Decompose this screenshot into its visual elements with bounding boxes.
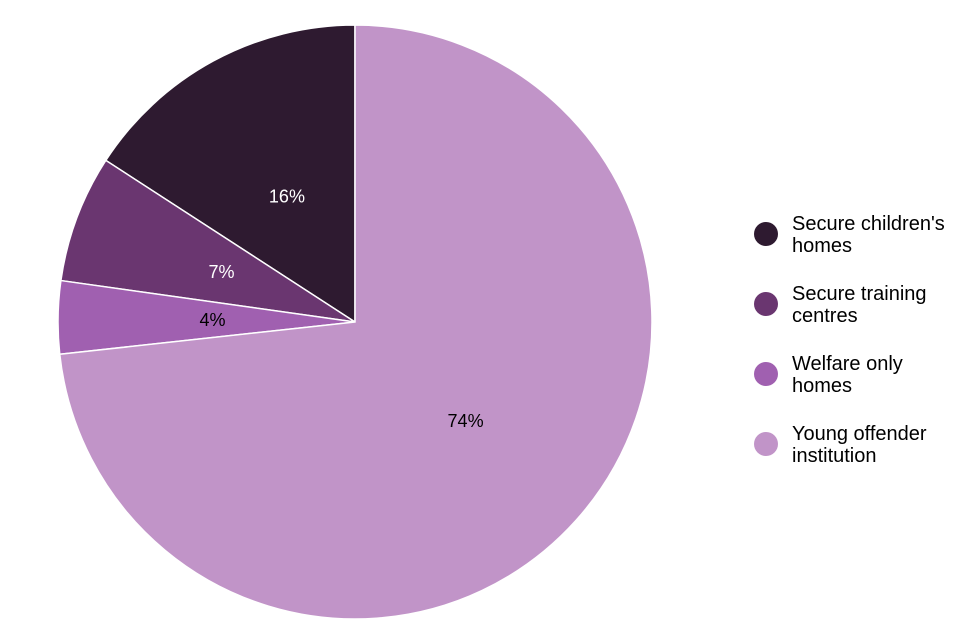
pie-slice-young-offender-institution — [58, 24, 653, 620]
slice-label-welfare-only-homes: 4% — [199, 310, 225, 330]
legend-label: Welfare only homes — [792, 353, 903, 397]
legend-marker — [754, 432, 778, 456]
pie-slices — [57, 24, 653, 620]
legend: Secure children's homes Secure training cen… — [754, 213, 945, 467]
pie-slice-secure-children-s-homes — [104, 24, 356, 324]
slice-label-young-offender-institution: 74% — [448, 411, 484, 431]
pie-slice-secure-training-centres — [60, 159, 356, 323]
legend-label: Secure children's homes — [792, 213, 945, 257]
legend-item-welfare-only-homes: Welfare only homes — [754, 353, 903, 397]
legend-marker — [754, 362, 778, 386]
pie-slice-labels: 16% 7% 4% 74% — [199, 187, 483, 431]
legend-label: Young offender institution — [792, 423, 927, 467]
legend-item-young-offender-institution: Young offender institution — [754, 423, 927, 467]
slice-label-secure-training-centres: 7% — [208, 262, 234, 282]
legend-item-secure-training-centres: Secure training centres — [754, 283, 927, 327]
legend-label: Secure training centres — [792, 283, 927, 327]
legend-item-secure-children-s-homes: Secure children's homes — [754, 213, 945, 257]
legend-marker — [754, 222, 778, 246]
slice-label-secure-children-s-homes: 16% — [269, 187, 305, 207]
legend-marker — [754, 292, 778, 316]
